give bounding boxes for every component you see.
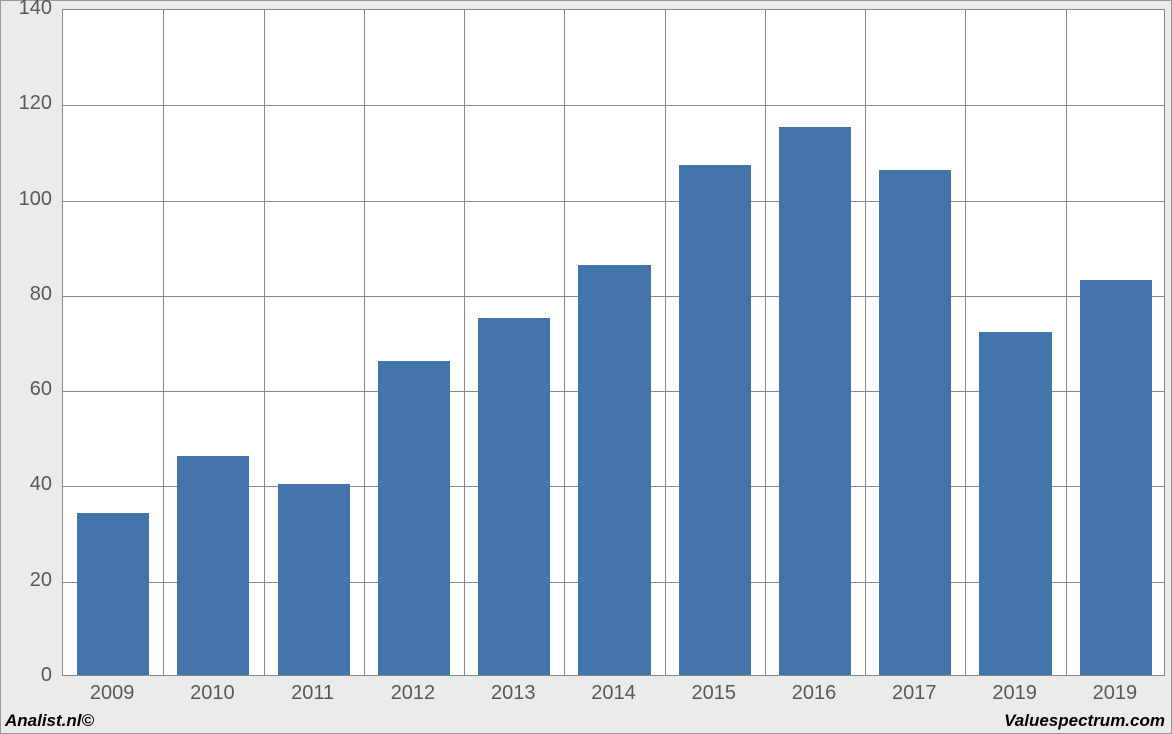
bar (679, 165, 751, 675)
bar (1080, 280, 1152, 675)
ytick-label: 120 (1, 92, 52, 115)
ytick-label: 40 (1, 473, 52, 496)
bar (278, 484, 350, 675)
gridline-v (865, 10, 866, 675)
footer-right-label: Valuespectrum.com (1004, 711, 1165, 731)
xtick-label: 2009 (62, 682, 162, 705)
bar (879, 170, 951, 675)
gridline-v (163, 10, 164, 675)
gridline-v (765, 10, 766, 675)
xtick-label: 2019 (1065, 682, 1165, 705)
bar (378, 361, 450, 675)
gridline-v (464, 10, 465, 675)
ytick-label: 140 (1, 0, 52, 20)
bar (979, 332, 1051, 675)
bar (77, 513, 149, 675)
xtick-label: 2010 (162, 682, 262, 705)
bar (478, 318, 550, 675)
xtick-label: 2019 (964, 682, 1064, 705)
bar (779, 127, 851, 675)
ytick-label: 80 (1, 283, 52, 306)
gridline-v (564, 10, 565, 675)
xtick-label: 2012 (363, 682, 463, 705)
footer-left-label: Analist.nl© (5, 711, 94, 731)
ytick-label: 20 (1, 569, 52, 592)
ytick-label: 60 (1, 378, 52, 401)
gridline-v (965, 10, 966, 675)
gridline-v (1066, 10, 1067, 675)
xtick-label: 2015 (664, 682, 764, 705)
plot-area (62, 9, 1165, 676)
gridline-h (63, 105, 1164, 106)
ytick-label: 0 (1, 664, 52, 687)
gridline-v (665, 10, 666, 675)
xtick-label: 2011 (263, 682, 363, 705)
chart-frame: 020406080100120140 200920102011201220132… (0, 0, 1172, 734)
ytick-label: 100 (1, 188, 52, 211)
xtick-label: 2017 (864, 682, 964, 705)
gridline-v (264, 10, 265, 675)
gridline-v (364, 10, 365, 675)
xtick-label: 2014 (563, 682, 663, 705)
xtick-label: 2016 (764, 682, 864, 705)
bar (177, 456, 249, 675)
gridline-h (63, 201, 1164, 202)
bar (578, 265, 650, 675)
xtick-label: 2013 (463, 682, 563, 705)
